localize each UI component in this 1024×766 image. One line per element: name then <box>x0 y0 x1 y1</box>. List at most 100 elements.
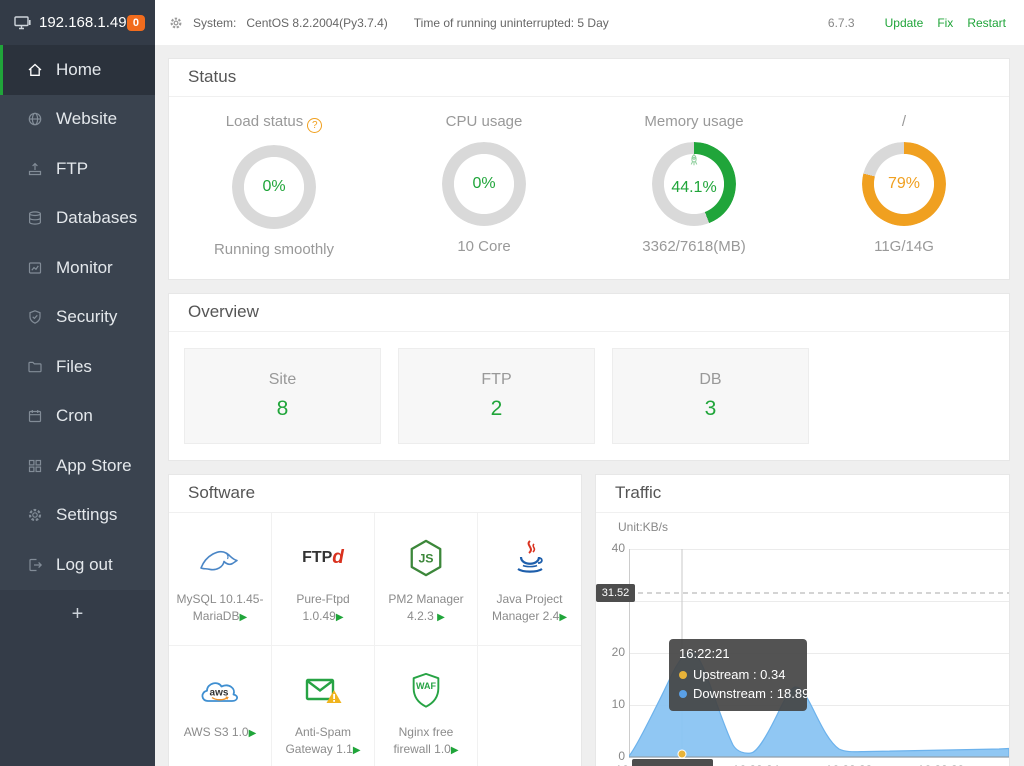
sidebar-item-security[interactable]: Security <box>0 293 155 343</box>
ftp-count-card[interactable]: FTP 2 <box>398 348 595 444</box>
sidebar-item-files[interactable]: Files <box>0 342 155 392</box>
gear-icon[interactable] <box>169 16 183 30</box>
server-ip: 192.168.1.49 <box>39 14 127 31</box>
start-stop-icon[interactable]: ▶ <box>239 612 248 624</box>
monitor-icon <box>27 260 43 276</box>
database-icon <box>27 210 43 226</box>
panel-version: 6.7.3 <box>827 15 855 30</box>
sidebar-item-label: Monitor <box>56 257 113 277</box>
gauge-title: Load status? <box>169 113 379 133</box>
cpu-usage-gauge[interactable]: CPU usage 0% 10 Core <box>379 113 589 258</box>
disk-usage-gauge[interactable]: / 79% 11G/14G <box>799 113 1009 258</box>
upstream-dot-icon <box>679 670 687 679</box>
gauge-value: 0% <box>262 178 286 195</box>
start-stop-icon[interactable]: ▶ <box>559 612 568 624</box>
upstream-point <box>677 749 687 759</box>
uptime-info: Time of running uninterrupted: 5 Day <box>413 15 609 30</box>
restart-link[interactable]: Restart <box>967 15 1006 30</box>
gear-icon <box>27 507 43 523</box>
x-tick: 16:22:33 <box>826 763 873 766</box>
sidebar-item-label: Security <box>56 307 118 327</box>
software-item-nginx-waf[interactable]: WAF Nginx free firewall 1.0▶ <box>375 646 478 766</box>
sidebar-item-label: Home <box>56 59 102 79</box>
sidebar-footer: + <box>0 590 155 766</box>
sidebar-item-logout[interactable]: Log out <box>0 540 155 590</box>
nodejs-hexagon-icon: JS <box>407 535 445 581</box>
sidebar-item-label: Settings <box>56 505 118 525</box>
sidebar-item-databases[interactable]: Databases <box>0 194 155 244</box>
traffic-chart[interactable]: Unit:KB/s 40 20 10 0 31.52 <box>596 513 1009 766</box>
gauge-caption: 10 Core <box>457 238 511 255</box>
start-stop-icon[interactable]: ▶ <box>450 745 459 757</box>
gauge-title: / <box>901 113 907 130</box>
software-item-name: AWS S3 1.0▶ <box>183 725 257 739</box>
software-item-mysql[interactable]: MySQL 10.1.45-MariaDB▶ <box>169 513 272 646</box>
globe-icon <box>27 111 43 127</box>
svg-text:JS: JS <box>418 552 433 566</box>
sidebar-item-home[interactable]: Home <box>0 45 155 95</box>
gauge-title: Memory usage <box>644 113 744 130</box>
card-value: 2 <box>490 397 503 420</box>
start-stop-icon[interactable]: ▶ <box>437 612 445 624</box>
fix-link[interactable]: Fix <box>937 15 954 30</box>
calendar-icon <box>27 408 43 424</box>
software-item-java[interactable]: Java Project Manager 2.4▶ <box>478 513 581 646</box>
card-value: 3 <box>704 397 717 420</box>
ftpd-logo-icon: FTP d <box>302 547 344 568</box>
card-label: DB <box>699 371 722 388</box>
y-tick-40: 40 <box>611 541 625 555</box>
software-item-pm2[interactable]: JS PM2 Manager 4.2.3 ▶ <box>375 513 478 646</box>
load-status-gauge[interactable]: Load status? 0% Running smoothly <box>169 113 379 258</box>
help-icon[interactable]: ? <box>307 118 323 133</box>
traffic-area-chart[interactable] <box>629 549 1009 761</box>
add-shortcut-button[interactable]: + <box>71 603 84 625</box>
crosshair-time-badge: 16:22:21 <box>632 759 713 766</box>
computer-icon <box>14 15 31 31</box>
software-panel-title: Software <box>169 475 581 513</box>
server-selector[interactable]: 192.168.1.49 0 <box>0 0 155 45</box>
mail-warning-icon <box>302 668 344 714</box>
start-stop-icon[interactable]: ▶ <box>352 745 361 757</box>
topbar: System: CentOS 8.2.2004(Py3.7.4) Time of… <box>155 0 1024 45</box>
software-item-pureftpd[interactable]: FTP d Pure-Ftpd 1.0.49▶ <box>272 513 375 646</box>
java-cup-icon <box>510 535 550 581</box>
sidebar-item-app-store[interactable]: App Store <box>0 441 155 491</box>
start-stop-icon[interactable]: ▶ <box>248 728 257 739</box>
status-panel-title: Status <box>169 59 1009 97</box>
peak-marker-badge: 31.52 <box>596 584 635 602</box>
software-item-aws-s3[interactable]: aws AWS S3 1.0▶ <box>169 646 272 766</box>
status-panel: Status Load status? 0% Running smoothly … <box>168 58 1010 280</box>
traffic-panel-title: Traffic <box>596 475 1009 513</box>
tooltip-time: 16:22:21 <box>679 646 730 661</box>
sidebar-item-settings[interactable]: Settings <box>0 491 155 541</box>
sidebar: 192.168.1.49 0 Home Website FTP Database… <box>0 0 155 766</box>
downstream-dot-icon <box>679 689 687 698</box>
sidebar-item-label: Databases <box>56 208 138 228</box>
memory-usage-gauge[interactable]: Memory usage 44.1% 3362/7618(MB) <box>589 113 799 258</box>
shield-icon <box>27 309 43 325</box>
card-label: Site <box>268 371 297 388</box>
sidebar-item-cron[interactable]: Cron <box>0 392 155 442</box>
software-item-antispam[interactable]: Anti-Spam Gateway 1.1▶ <box>272 646 375 766</box>
software-item-name: PM2 Manager 4.2.3 ▶ <box>388 592 464 624</box>
software-panel: Software MySQL 10.1.45-MariaDB▶ FTP d Pur… <box>168 474 582 766</box>
gauge-value: 0% <box>472 175 496 192</box>
site-count-card[interactable]: Site 8 <box>184 348 381 444</box>
main-content: Status Load status? 0% Running smoothly … <box>155 45 1024 766</box>
sidebar-item-website[interactable]: Website <box>0 95 155 145</box>
sidebar-item-monitor[interactable]: Monitor <box>0 243 155 293</box>
update-link[interactable]: Update <box>884 15 924 30</box>
ftp-icon <box>27 161 43 177</box>
x-tick: 16:22:24 <box>733 763 780 766</box>
db-count-card[interactable]: DB 3 <box>612 348 809 444</box>
svg-text:aws: aws <box>210 688 229 699</box>
message-count-badge[interactable]: 0 <box>126 14 145 31</box>
card-value: 8 <box>276 397 289 420</box>
sidebar-item-ftp[interactable]: FTP <box>0 144 155 194</box>
start-stop-icon[interactable]: ▶ <box>335 612 344 624</box>
chart-unit-label: Unit:KB/s <box>618 520 669 534</box>
system-info: System: CentOS 8.2.2004(Py3.7.4) <box>193 16 388 30</box>
sidebar-item-label: Log out <box>56 554 113 574</box>
y-tick-0: 0 <box>618 749 625 763</box>
software-item-empty <box>478 646 581 766</box>
